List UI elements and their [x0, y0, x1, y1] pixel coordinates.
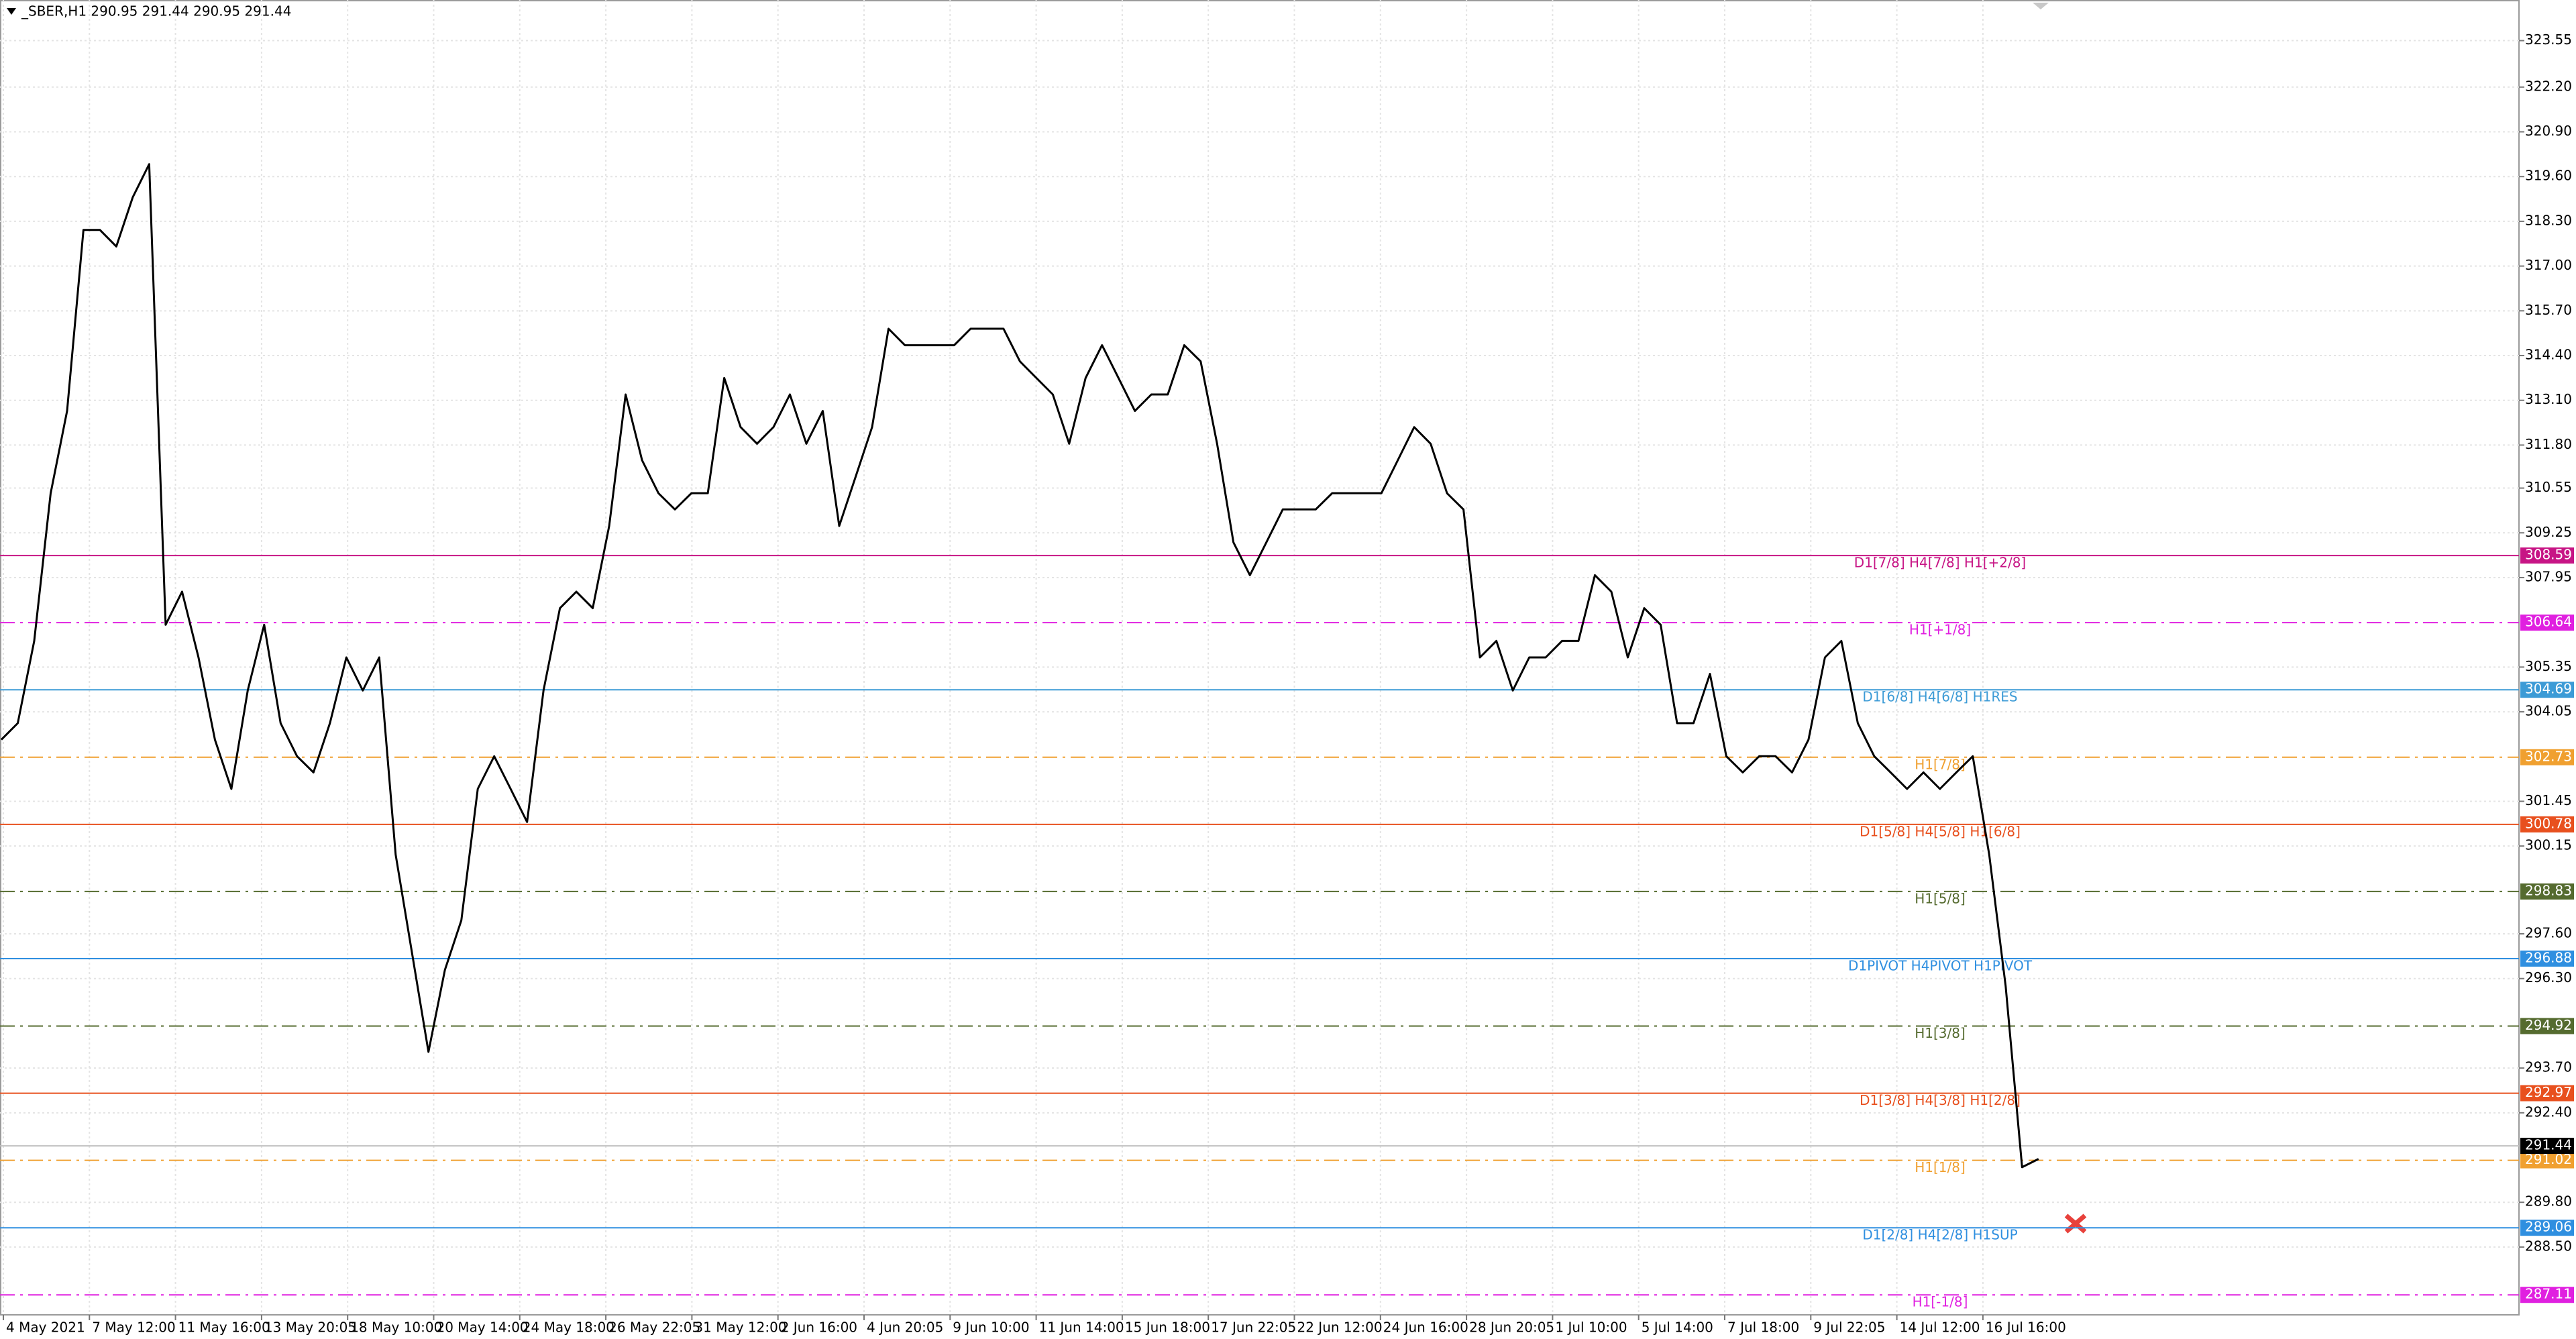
level-price-box — [2520, 1287, 2574, 1303]
y-tick-label: 301.45 — [2525, 792, 2572, 808]
level-label: D1[2/8] H4[2/8] H1SUP — [1862, 1227, 2017, 1243]
x-tick-label: 26 May 22:05 — [608, 1320, 700, 1336]
x-tick-label: 1 Jul 10:00 — [1555, 1320, 1627, 1336]
plot-frame — [0, 0, 2520, 1316]
level-price-box — [2520, 749, 2574, 765]
y-tick-label: 310.55 — [2525, 479, 2572, 495]
y-tick-label: 319.60 — [2525, 168, 2572, 184]
level-price-box — [2520, 547, 2574, 564]
level-label: D1[3/8] H4[3/8] H1[2/8] — [1860, 1092, 2021, 1108]
level-price-label: 291.02 — [2525, 1151, 2572, 1167]
x-tick-label: 13 May 20:05 — [264, 1320, 356, 1336]
x-tick-label: 5 Jul 14:00 — [1642, 1320, 1713, 1336]
y-tick-label: 320.90 — [2525, 123, 2572, 139]
x-tick-label: 17 Jun 22:05 — [1211, 1320, 1296, 1336]
level-label: D1[6/8] H4[6/8] H1RES — [1862, 689, 2017, 705]
y-tick-label: 322.20 — [2525, 78, 2572, 94]
level-label: D1PIVOT H4PIVOT H1PIVOT — [1848, 957, 2033, 973]
level-price-box — [2520, 1220, 2574, 1236]
y-tick-label: 289.80 — [2525, 1193, 2572, 1210]
level-label: H1[3/8] — [1915, 1025, 1966, 1041]
level-label: H1[1/8] — [1915, 1159, 1966, 1175]
x-tick-label: 14 Jul 12:00 — [1900, 1320, 1980, 1336]
level-price-box — [2520, 1085, 2574, 1102]
level-label: H1[-1/8] — [1913, 1294, 1968, 1310]
level-price-box — [2520, 816, 2574, 833]
level-label: D1[7/8] H4[7/8] H1[+2/8] — [1854, 555, 2027, 571]
close-icon[interactable] — [2064, 1214, 2087, 1234]
y-tick-label: 296.30 — [2525, 969, 2572, 985]
y-tick-label: 313.10 — [2525, 391, 2572, 407]
x-tick-label: 22 Jun 12:00 — [1297, 1320, 1383, 1336]
x-tick-label: 7 May 12:00 — [92, 1320, 175, 1336]
y-tick-label: 323.55 — [2525, 32, 2572, 48]
x-tick-label: 2 Jun 16:00 — [781, 1320, 857, 1336]
y-tick-label: 311.80 — [2525, 436, 2572, 452]
level-label: D1[5/8] H4[5/8] H1[6/8] — [1860, 823, 2021, 839]
y-tick-label: 293.70 — [2525, 1059, 2572, 1075]
shift-marker — [2033, 3, 2049, 9]
x-tick-label: 24 May 18:00 — [523, 1320, 614, 1336]
x-tick-label: 28 Jun 20:05 — [1469, 1320, 1554, 1336]
level-price-label: 306.64 — [2525, 614, 2572, 630]
x-tick-label: 4 Jun 20:05 — [867, 1320, 943, 1336]
current-price-box — [2520, 1138, 2574, 1155]
y-tick-label: 309.25 — [2525, 524, 2572, 540]
y-tick-label: 318.30 — [2525, 212, 2572, 228]
y-tick-label: 317.00 — [2525, 257, 2572, 273]
y-tick-label: 314.40 — [2525, 347, 2572, 363]
level-price-label: 302.73 — [2525, 748, 2572, 764]
level-price-box — [2520, 1018, 2574, 1034]
x-tick-label: 11 Jun 14:00 — [1039, 1320, 1124, 1336]
y-tick-label: 288.50 — [2525, 1238, 2572, 1254]
level-price-label: 296.88 — [2525, 949, 2572, 965]
level-price-label: 289.06 — [2525, 1219, 2572, 1235]
level-price-label: 300.78 — [2525, 815, 2572, 831]
level-price-label: 294.92 — [2525, 1017, 2572, 1033]
y-tick-label: 315.70 — [2525, 302, 2572, 318]
x-tick-label: 11 May 16:00 — [178, 1320, 270, 1336]
y-tick-label: 297.60 — [2525, 925, 2572, 941]
y-tick-label: 304.05 — [2525, 703, 2572, 719]
level-price-box — [2520, 950, 2574, 967]
level-label: H1[+1/8] — [1909, 622, 1971, 638]
price-line — [0, 163, 2039, 1169]
x-tick-label: 15 Jun 18:00 — [1125, 1320, 1210, 1336]
level-label: H1[5/8] — [1915, 890, 1966, 906]
level-price-label: 304.69 — [2525, 681, 2572, 697]
y-tick-label: 305.35 — [2525, 658, 2572, 674]
level-price-label: 308.59 — [2525, 547, 2572, 563]
x-tick-label: 24 Jun 16:00 — [1383, 1320, 1468, 1336]
y-tick-label: 292.40 — [2525, 1104, 2572, 1120]
current-price-label: 291.44 — [2525, 1137, 2572, 1153]
x-tick-label: 16 Jul 16:00 — [1986, 1320, 2066, 1336]
level-price-box — [2520, 614, 2574, 631]
y-tick-label: 307.95 — [2525, 568, 2572, 584]
dropdown-icon[interactable] — [7, 8, 16, 15]
level-price-label: 292.97 — [2525, 1084, 2572, 1100]
level-price-box — [2520, 883, 2574, 900]
y-tick-label: 300.15 — [2525, 837, 2572, 853]
level-price-label: 287.11 — [2525, 1286, 2572, 1302]
x-tick-label: 18 May 10:00 — [350, 1320, 442, 1336]
level-price-box — [2520, 1152, 2574, 1169]
x-tick-label: 9 Jun 10:00 — [953, 1320, 1029, 1336]
x-tick-label: 4 May 2021 — [6, 1320, 85, 1336]
x-tick-label: 20 May 14:00 — [437, 1320, 529, 1336]
x-tick-label: 7 Jul 18:00 — [1727, 1320, 1799, 1336]
level-price-label: 298.83 — [2525, 882, 2572, 898]
x-tick-label: 31 May 12:00 — [694, 1320, 786, 1336]
level-price-box — [2520, 682, 2574, 698]
chart-title: _SBER,H1 290.95 291.44 290.95 291.44 — [21, 3, 291, 19]
x-tick-label: 9 Jul 22:05 — [1813, 1320, 1885, 1336]
level-label: H1[7/8] — [1915, 756, 1966, 772]
